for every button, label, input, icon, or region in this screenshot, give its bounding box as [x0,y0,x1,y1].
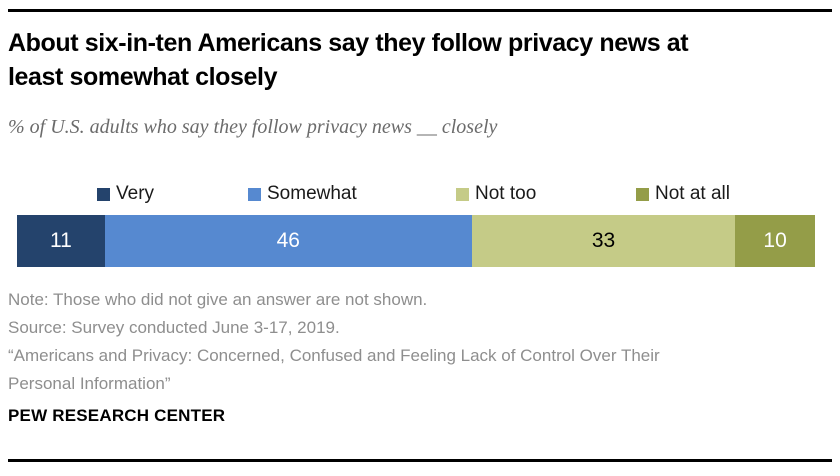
bar-segment-not-at-all: 10 [735,215,815,267]
legend-item-somewhat: Somewhat [248,183,357,204]
bar-value-not-at-all: 10 [763,229,787,252]
top-rule [8,9,832,12]
legend-item-not-at-all: Not at all [636,183,730,204]
legend-item-not-too: Not too [456,183,537,204]
legend-swatch-not-too-icon [456,187,469,201]
stacked-bar: 11 46 33 10 [17,215,815,267]
chart-subtitle: % of U.S. adults who say they follow pri… [8,116,498,138]
legend-swatch-not-at-all-icon [636,187,649,201]
bar-value-not-too: 33 [591,229,616,252]
bar-value-very: 11 [49,229,72,252]
pew-research-center-wordmark: PEW RESEARCH CENTER [8,406,226,425]
legend-label-somewhat: Somewhat [267,183,357,204]
citation-line: “Americans and Privacy: Concerned, Confu… [8,346,660,393]
legend-label-not-at-all: Not at all [655,183,730,204]
legend-label-not-too: Not too [475,183,537,204]
note-line: Note: Those who did not give an answer a… [8,290,428,309]
legend-swatch-very-icon [97,187,110,201]
legend-swatch-somewhat-icon [248,187,261,201]
bar-segment-not-too: 33 [471,215,736,267]
legend-item-very: Very [97,183,155,204]
bar-segment-somewhat: 46 [104,215,472,267]
legend-label-very: Very [116,183,155,204]
bar-segment-very: 11 [17,215,105,267]
bar-value-somewhat: 46 [276,229,300,252]
footnotes: Note: Those who did not give an answer a… [8,286,718,398]
page-title: About six-in-ten Americans say they foll… [8,29,689,91]
bottom-rule [8,459,832,462]
source-line: Source: Survey conducted June 3-17, 2019… [8,318,340,337]
